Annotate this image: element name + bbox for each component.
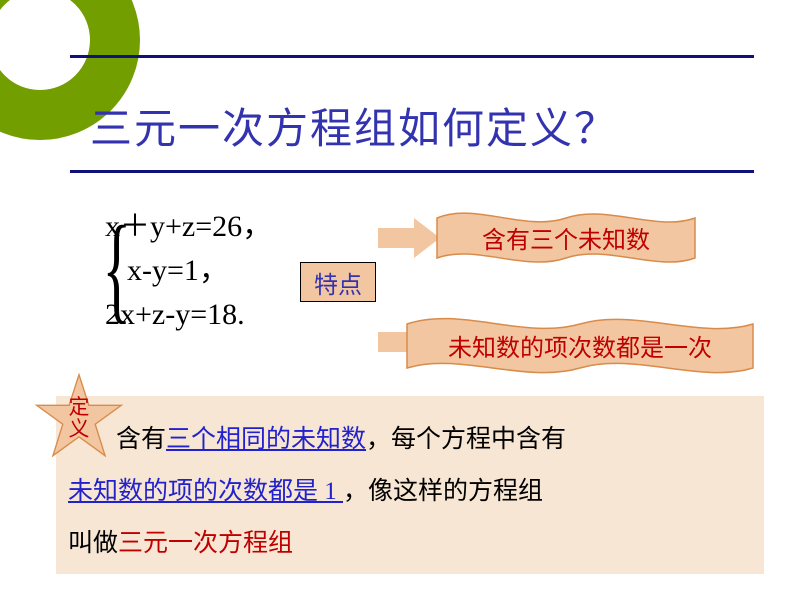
t: ，像这样的方程组: [343, 478, 543, 505]
eq-line-2: x-y=1，: [105, 249, 272, 293]
eq-line-3: 2x+z-y=18.: [105, 293, 272, 337]
ribbon-2-text: 未知数的项次数都是一次: [405, 304, 755, 363]
ribbon-feature-2: 未知数的项次数都是一次: [405, 304, 755, 382]
t-underline-1: 三个相同的未知数: [166, 426, 366, 453]
page-title: 三元一次方程组如何定义？: [90, 95, 618, 156]
eq-line-1: x＋y+z=26，: [105, 205, 272, 249]
definition-star: 定 义: [34, 372, 124, 462]
definition-block: 含有三个相同的未知数，每个方程中含有 未知数的项的次数都是 1 ，像这样的方程组…: [56, 396, 764, 574]
t-underline-2: 未知数的项的次数都是 1: [68, 478, 343, 505]
t-red: 三元一次方程组: [118, 530, 293, 557]
t: 定: [69, 395, 90, 419]
t: 叫做: [68, 530, 118, 557]
feature-label-text: 特点: [314, 265, 362, 300]
star-label: 定 义: [69, 396, 90, 440]
top-rule: [70, 55, 754, 58]
mid-rule: [70, 170, 754, 173]
definition-line-1: 含有三个相同的未知数，每个方程中含有: [116, 414, 744, 466]
feature-label: 特点: [300, 262, 376, 302]
t: 义: [69, 417, 90, 441]
equation-system: x＋y+z=26， x-y=1， 2x+z-y=18.: [105, 205, 272, 337]
arrow-to-ribbon-1: [378, 218, 440, 258]
ribbon-feature-1: 含有三个未知数: [435, 200, 697, 270]
definition-line-3: 叫做三元一次方程组: [68, 518, 744, 570]
ribbon-1-text: 含有三个未知数: [435, 200, 697, 255]
definition-line-2: 未知数的项的次数都是 1 ，像这样的方程组: [68, 466, 744, 518]
t: ，每个方程中含有: [366, 426, 566, 453]
